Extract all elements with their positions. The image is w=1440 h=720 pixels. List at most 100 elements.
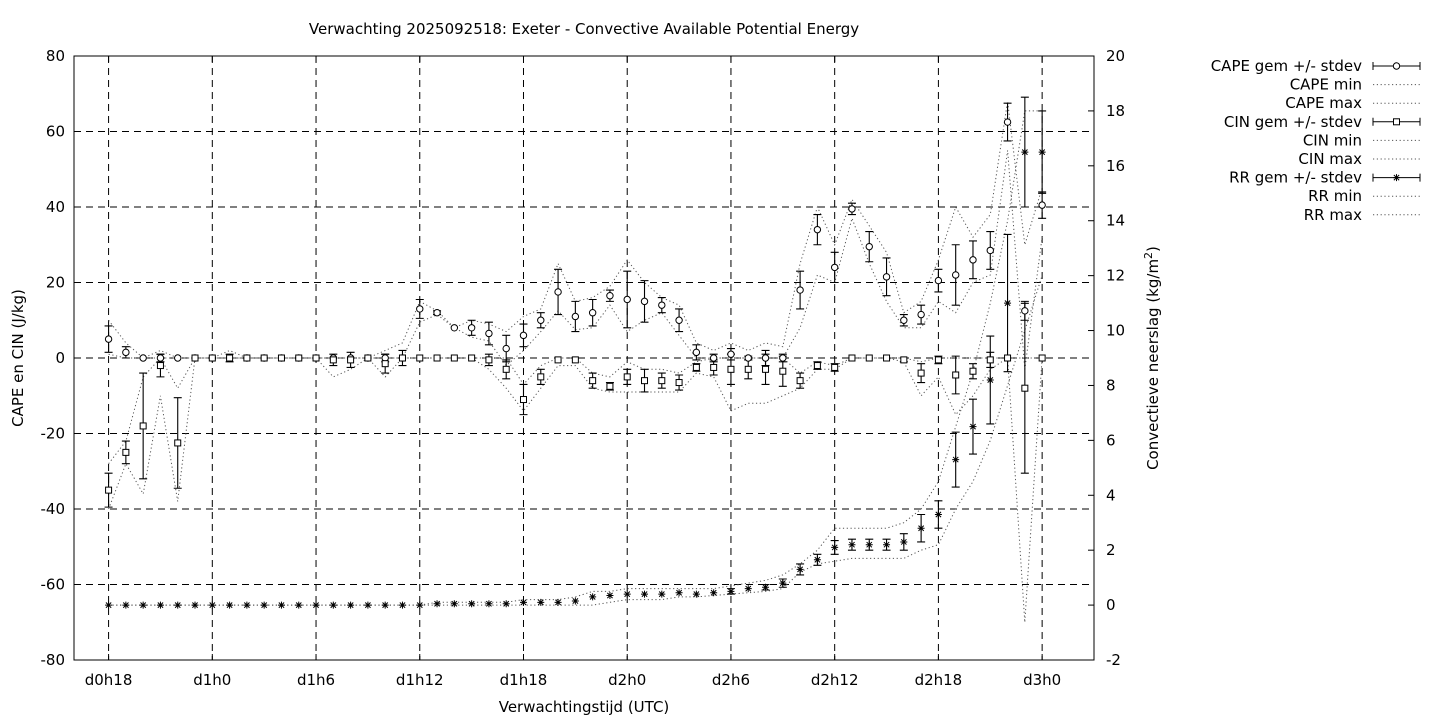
cape-mean-point bbox=[830, 263, 839, 272]
cin-mean-point bbox=[762, 365, 770, 373]
y2-axis-label-end: ) bbox=[1144, 246, 1162, 252]
y2-tick-label: 0 bbox=[1106, 596, 1116, 614]
x-tick-label: d0h18 bbox=[85, 671, 133, 689]
y-tick-label: -80 bbox=[41, 651, 66, 669]
cin-mean-point bbox=[658, 377, 666, 385]
x-tick-label: d2h0 bbox=[608, 671, 646, 689]
cape-mean-point bbox=[571, 312, 580, 321]
x-tick-label: d1h18 bbox=[500, 671, 548, 689]
cin-mean-point bbox=[727, 365, 735, 373]
x-axis: d0h18 d1h0 d1h6 d1h12 d1h18 d2h0 d2h6 d2h12 d2h1… bbox=[85, 56, 1061, 689]
cape-mean-point bbox=[104, 335, 113, 343]
y-tick-label: -40 bbox=[41, 500, 66, 518]
rr-mean-point bbox=[450, 600, 458, 608]
cape-mean-point bbox=[606, 292, 614, 300]
cin-mean-point bbox=[485, 356, 493, 364]
y-axis: 80 60 40 20 0 -20 -40 -60 -80 bbox=[41, 47, 80, 669]
rr-mean-point bbox=[312, 601, 320, 609]
cin-mean-point bbox=[865, 354, 873, 362]
y-tick-label: 40 bbox=[46, 198, 65, 216]
rr-mean-point bbox=[208, 601, 216, 609]
cape-mean-point bbox=[917, 310, 925, 319]
rr-max-line bbox=[108, 110, 1043, 606]
y-tick-label: 60 bbox=[46, 123, 65, 141]
rr-mean-point bbox=[156, 601, 164, 609]
y2-tick-label: 2 bbox=[1106, 541, 1116, 559]
rr-mean-point bbox=[692, 590, 700, 598]
rr-mean-point bbox=[813, 556, 821, 564]
cin-mean-point bbox=[156, 362, 164, 370]
cape-mean-point bbox=[658, 301, 666, 309]
rr-mean-point bbox=[347, 601, 355, 609]
cin-mean-point bbox=[433, 354, 441, 362]
x-tick-label: d2h18 bbox=[915, 671, 963, 689]
rr-mean-point bbox=[191, 601, 199, 609]
y2-tick-label: 10 bbox=[1106, 322, 1125, 340]
cin-mean-point bbox=[623, 373, 631, 381]
cape-mean-point bbox=[744, 354, 752, 362]
y2-tick-label: 14 bbox=[1106, 212, 1125, 230]
cin-mean-point bbox=[208, 354, 216, 362]
y-tick-label: -60 bbox=[41, 576, 66, 594]
cape-mean-point bbox=[1038, 201, 1046, 209]
cin-mean-point bbox=[606, 382, 614, 390]
cin-mean-point bbox=[571, 356, 579, 364]
y-tick-label: 80 bbox=[46, 47, 65, 65]
rr-mean-point bbox=[623, 590, 631, 598]
cin-max-line bbox=[108, 357, 1043, 465]
cin-mean-point bbox=[364, 354, 372, 362]
cin-mean-point bbox=[105, 486, 113, 494]
cin-mean-point bbox=[779, 367, 787, 375]
legend-label-rr_mean: RR gem +/- stdev bbox=[1229, 169, 1362, 187]
y2-axis-label-main: Convectieve neerslag (kg/m bbox=[1144, 259, 1162, 470]
rr-mean-point bbox=[105, 601, 113, 609]
rr-mean-point bbox=[986, 376, 994, 384]
rr-mean-point bbox=[606, 591, 614, 599]
cape-mean-point bbox=[1003, 118, 1012, 126]
cin-mean-point bbox=[831, 363, 839, 371]
rr-mean-point bbox=[727, 587, 735, 595]
cin-mean-point bbox=[468, 354, 476, 362]
rr-mean-point bbox=[710, 589, 718, 597]
rr-mean-point bbox=[675, 589, 683, 597]
cin-mean-point bbox=[243, 354, 251, 362]
legend-marker-cin_mean bbox=[1393, 118, 1400, 126]
y2-tick-label: 8 bbox=[1106, 376, 1116, 394]
rr-mean-point bbox=[952, 456, 960, 464]
rr-mean-point bbox=[468, 600, 476, 608]
rr-mean-point bbox=[554, 598, 562, 606]
cape-mean-point bbox=[139, 354, 147, 362]
cin-mean-point bbox=[917, 369, 925, 377]
cin-min-line bbox=[108, 357, 1043, 623]
cin-mean-point bbox=[589, 377, 597, 385]
rr-mean-point bbox=[485, 600, 493, 608]
rr-mean-point bbox=[796, 565, 804, 573]
y2-tick-label: 20 bbox=[1106, 47, 1125, 65]
rr-mean-point bbox=[277, 601, 285, 609]
cape-mean-point bbox=[813, 225, 822, 234]
cape-mean-point bbox=[675, 316, 683, 324]
rr-mean-point bbox=[883, 541, 891, 549]
legend-marker-rr_mean bbox=[1393, 174, 1400, 182]
cape-mean-point bbox=[865, 242, 873, 251]
cape-mean-point bbox=[433, 309, 441, 317]
cin-mean-point bbox=[381, 360, 389, 368]
cin-mean-point bbox=[900, 356, 908, 364]
cape-mean-point bbox=[502, 344, 510, 353]
cin-mean-point bbox=[398, 354, 406, 362]
x-tick-label: d2h12 bbox=[811, 671, 859, 689]
rr-mean-point bbox=[641, 590, 649, 598]
y2-tick-label: 4 bbox=[1106, 486, 1116, 504]
rr-mean-point bbox=[658, 590, 666, 598]
cin-mean-point bbox=[139, 422, 147, 430]
cin-mean-point bbox=[744, 365, 752, 373]
x-tick-label: d3h0 bbox=[1023, 671, 1061, 689]
rr-mean-point bbox=[537, 598, 545, 606]
cape-mean-point bbox=[900, 316, 908, 324]
rr-mean-point bbox=[831, 543, 839, 551]
y-tick-label: 0 bbox=[55, 349, 65, 367]
rr-mean-point bbox=[969, 423, 977, 431]
cape-mean-point bbox=[467, 324, 476, 332]
cin-mean-point bbox=[848, 354, 856, 362]
